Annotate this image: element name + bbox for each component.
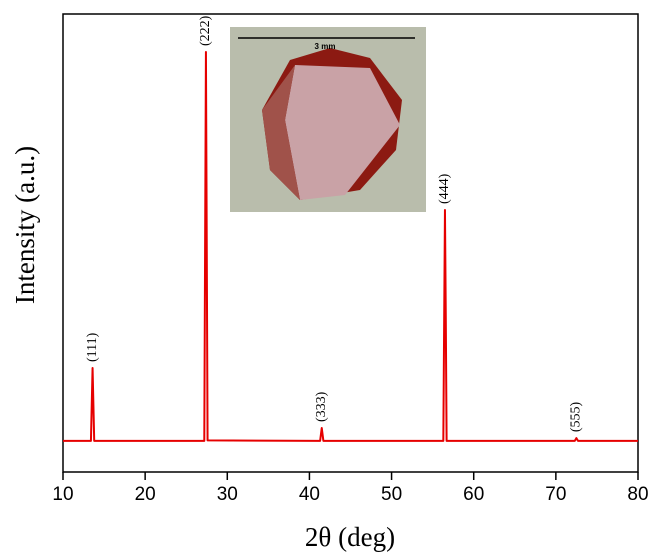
chart: 3 mm 2θ (deg) Intensity (a.u.) 10 20 30 40 5… [0, 0, 655, 556]
x-tick-label: 50 [381, 484, 402, 505]
x-tick-label: 10 [52, 484, 73, 505]
peak-label: (444) [437, 173, 452, 204]
peak-label: (222) [198, 15, 213, 46]
x-tick-label: 30 [217, 484, 238, 505]
x-tick-label: 20 [135, 484, 156, 505]
x-tick-label: 40 [299, 484, 320, 505]
inset-photo [230, 27, 426, 212]
peak-label: (111) [85, 332, 100, 362]
peak-label: (555) [569, 401, 584, 432]
x-tick-label: 60 [463, 484, 484, 505]
inset-scale-label: 3 mm [315, 42, 336, 51]
x-tick-label: 70 [545, 484, 566, 505]
x-tick-label: 80 [627, 484, 648, 505]
x-axis-label: 2θ (deg) [305, 522, 395, 552]
y-axis-label: Intensity (a.u.) [10, 146, 40, 304]
peak-label: (333) [314, 391, 329, 422]
